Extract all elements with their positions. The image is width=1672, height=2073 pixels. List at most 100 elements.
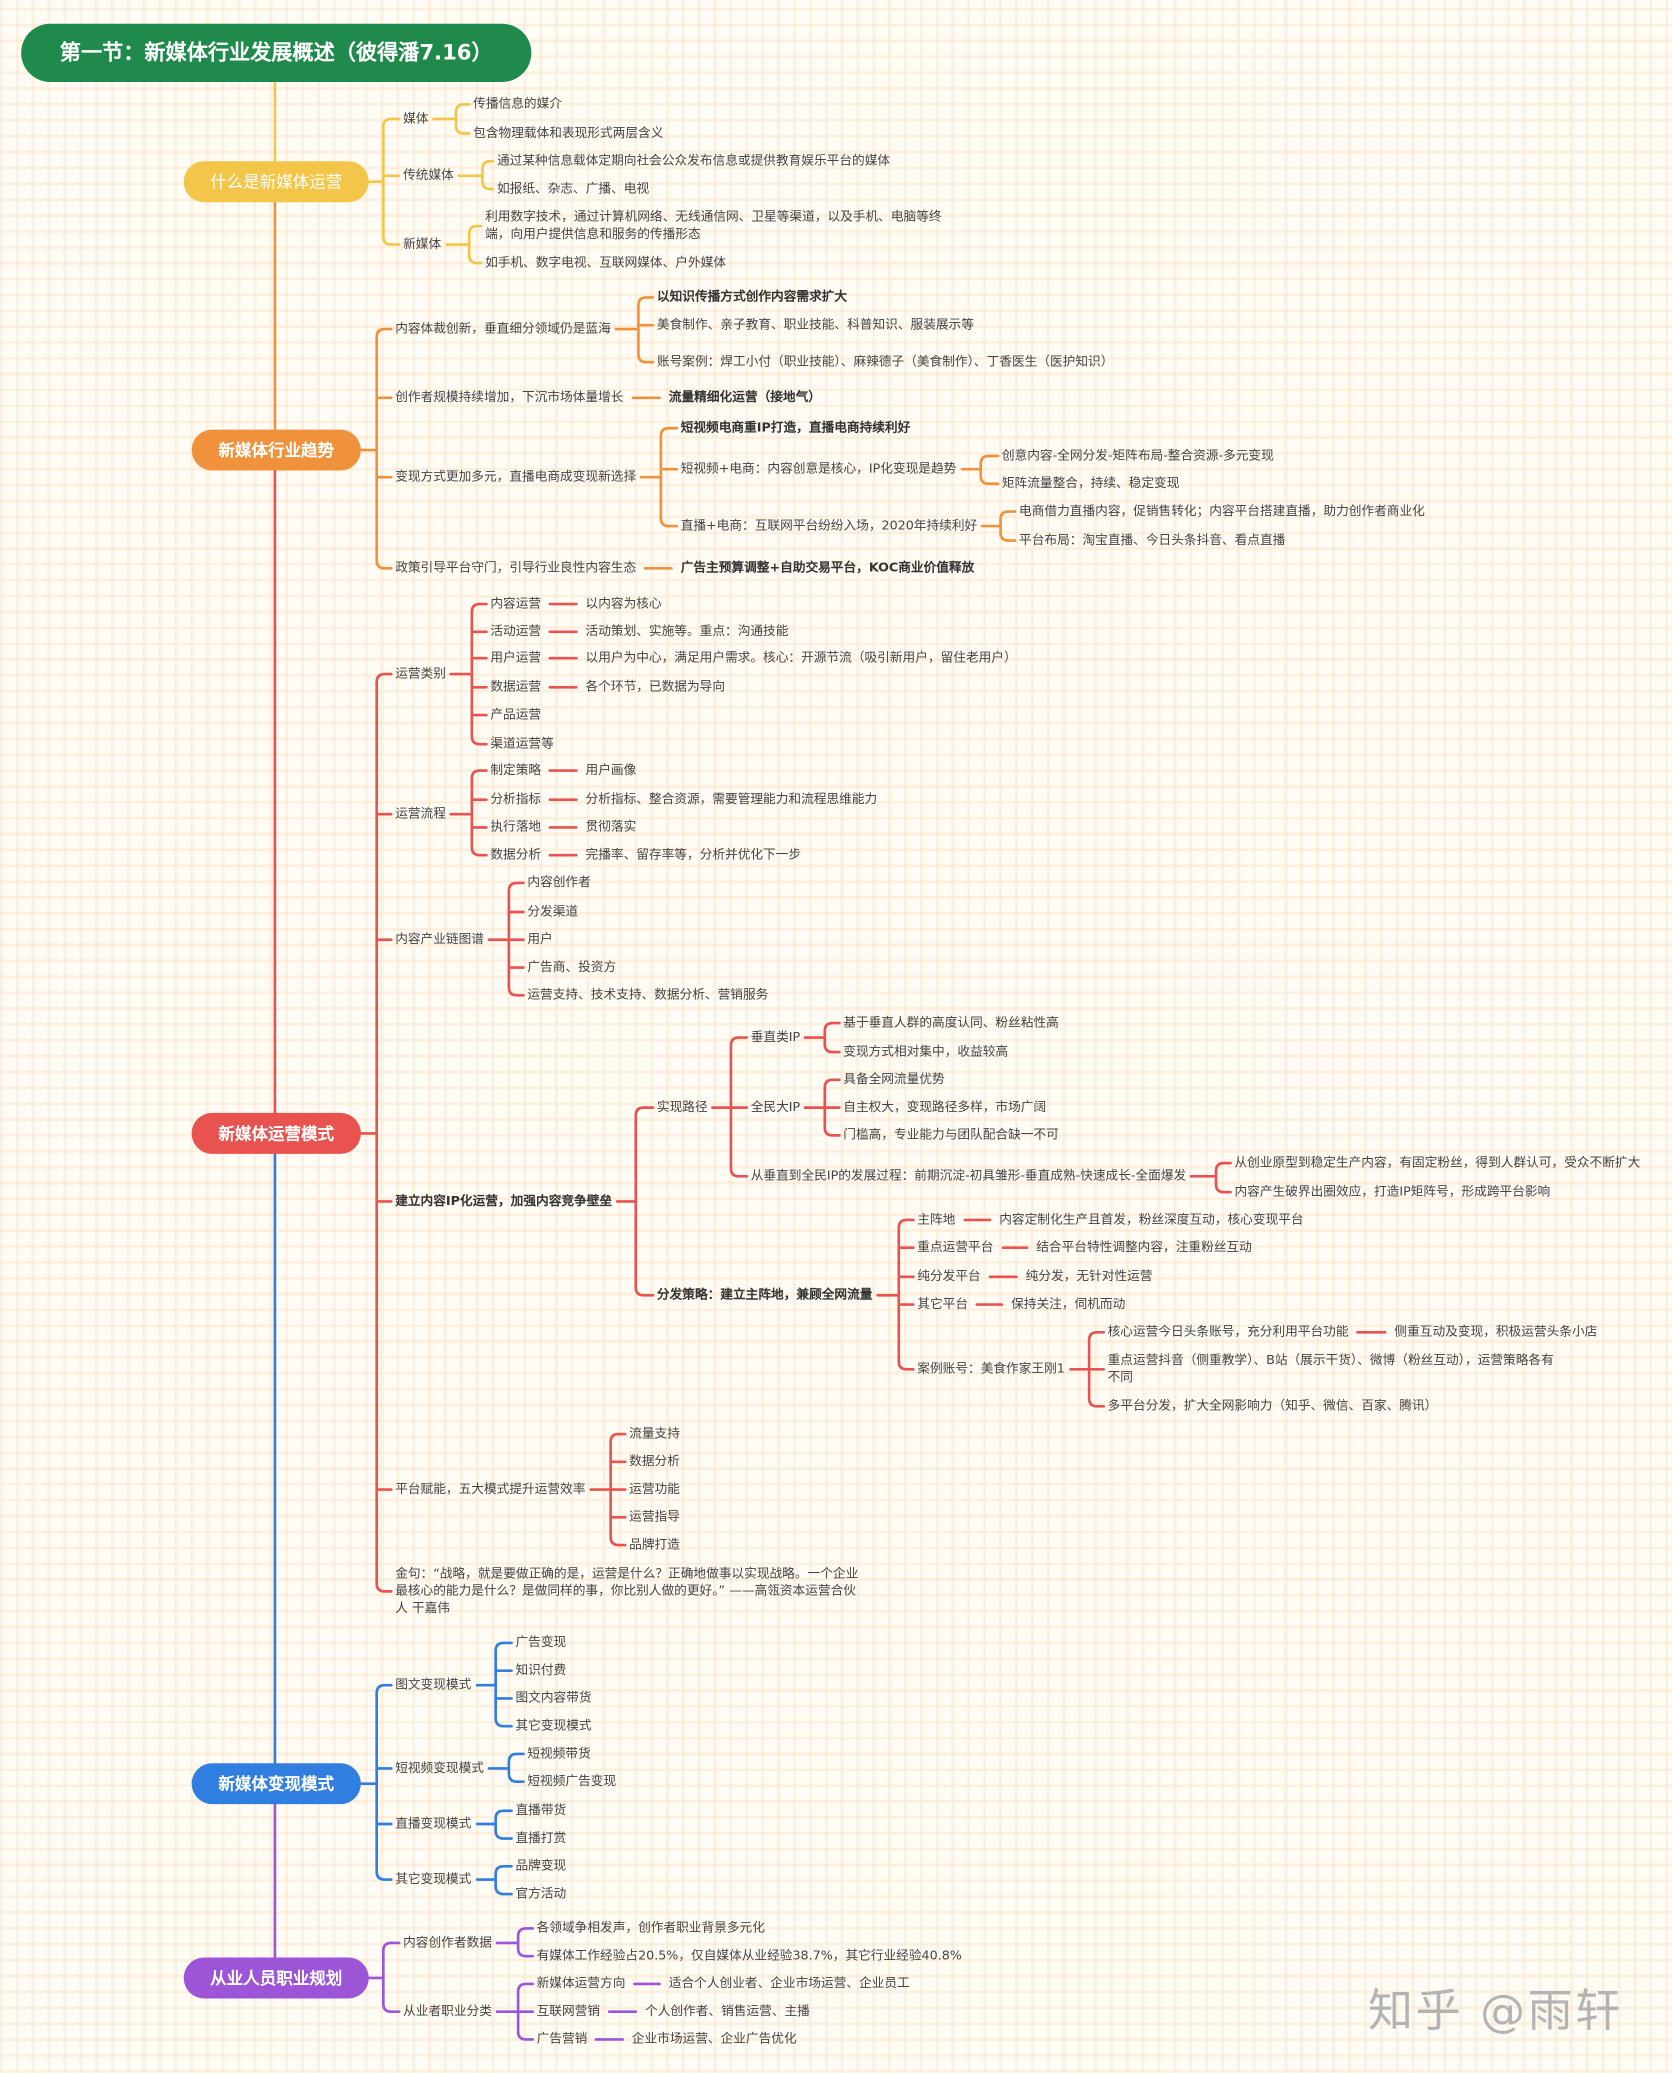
mindmap-node[interactable]: 政策引导平台守门，引导行业良性内容生态 bbox=[395, 561, 637, 576]
mindmap-node[interactable]: 运营流程 bbox=[395, 806, 446, 822]
section-industry-trends[interactable]: 新媒体行业趋势 bbox=[191, 429, 361, 471]
mindmap-node[interactable]: 从业者职业分类 bbox=[403, 2004, 492, 2019]
mindmap-node[interactable]: 创意内容-全网分发-矩阵布局-整合资源-多元变现 bbox=[1001, 448, 1274, 464]
mindmap-node[interactable]: 分发渠道 bbox=[527, 904, 579, 920]
mindmap-node[interactable]: 短视频+电商：内容创意是核心，IP化变现是趋势 bbox=[680, 461, 957, 477]
mindmap-node[interactable]: 官方活动 bbox=[515, 1886, 567, 1902]
mindmap-node[interactable]: 新媒体运营方向 bbox=[536, 1976, 626, 1992]
mindmap-node[interactable]: 其它变现模式 bbox=[395, 1872, 472, 1887]
root-title-node[interactable]: 第一节：新媒体行业发展概述（彼得潘7.16） bbox=[21, 23, 532, 82]
mindmap-node[interactable]: 品牌打造 bbox=[629, 1537, 680, 1553]
mindmap-node[interactable]: 美食制作、亲子教育、职业技能、科普知识、服装展示等 bbox=[656, 317, 974, 333]
mindmap-node[interactable]: 基于垂直人群的高度认同、粉丝粘性高 bbox=[843, 1015, 1059, 1031]
mindmap-node[interactable]: 具备全网流量优势 bbox=[843, 1072, 945, 1088]
mindmap-node[interactable]: 活动运营 bbox=[490, 624, 542, 640]
section-operation-modes[interactable]: 新媒体运营模式 bbox=[191, 1112, 361, 1154]
mindmap-node-detail[interactable]: 纯分发，无针对性运营 bbox=[1025, 1269, 1153, 1285]
mindmap-node[interactable]: 包含物理载体和表现形式两层含义 bbox=[473, 126, 664, 141]
mindmap-node[interactable]: 通过某种信息载体定期向社会公众发布信息或提供教育娱乐平台的媒体 bbox=[496, 153, 891, 169]
mindmap-node[interactable]: 用户 bbox=[527, 932, 553, 948]
section-career-planning[interactable]: 从业人员职业规划 bbox=[183, 1957, 369, 1999]
mindmap-node[interactable]: 自主权大，变现路径多样，市场广阔 bbox=[843, 1100, 1047, 1115]
mindmap-node[interactable]: 新媒体 bbox=[403, 237, 442, 252]
mindmap-node[interactable]: 重点运营抖音（侧重教学）、B站（展示干货）、微博（粉丝互动），运营策略各有不同 bbox=[1107, 1353, 1554, 1386]
mindmap-node[interactable]: 内容产生破界出圈效应，打造IP矩阵号，形成跨平台影响 bbox=[1234, 1184, 1551, 1200]
mindmap-node[interactable]: 从创业原型到稳定生产内容，有固定粉丝，得到人群认可，受众不断扩大 bbox=[1234, 1155, 1641, 1171]
mindmap-node[interactable]: 运营支持、技术支持、数据分析、营销服务 bbox=[527, 988, 769, 1003]
mindmap-node[interactable]: 图文内容带货 bbox=[515, 1691, 592, 1706]
mindmap-node[interactable]: 运营类别 bbox=[395, 666, 446, 682]
mindmap-node[interactable]: 利用数字技术，通过计算机网络、无线通信网、卫星等渠道，以及手机、电脑等终端，向用… bbox=[485, 210, 942, 242]
mindmap-node[interactable]: 纯分发平台 bbox=[917, 1269, 981, 1285]
mindmap-node[interactable]: 短视频带货 bbox=[527, 1746, 591, 1762]
mindmap-node-detail[interactable]: 流量精细化运营（接地气） bbox=[668, 390, 821, 406]
mindmap-node[interactable]: 从垂直到全民IP的发展过程：前期沉淀-初具雏形-垂直成熟-快速成长-全面爆发 bbox=[750, 1169, 1187, 1184]
mindmap-node[interactable]: 多平台分发，扩大全网影响力（知乎、微信、百家、腾讯） bbox=[1107, 1399, 1438, 1414]
mindmap-node[interactable]: 数据分析 bbox=[629, 1454, 680, 1470]
mindmap-node[interactable]: 制定策略 bbox=[490, 763, 542, 778]
mindmap-node[interactable]: 图文变现模式 bbox=[395, 1677, 472, 1693]
mindmap-node-detail[interactable]: 各个环节，已数据为导向 bbox=[585, 680, 726, 695]
mindmap-node[interactable]: 运营指导 bbox=[629, 1510, 680, 1525]
mindmap-node[interactable]: 全民大IP bbox=[750, 1100, 801, 1115]
mindmap-node-detail[interactable]: 保持关注，伺机而动 bbox=[1011, 1297, 1126, 1312]
mindmap-node[interactable]: 媒体 bbox=[403, 111, 429, 127]
mindmap-node[interactable]: 建立内容IP化运营，加强内容竞争壁垒 bbox=[395, 1194, 613, 1209]
mindmap-node[interactable]: 平台赋能，五大模式提升运营效率 bbox=[395, 1482, 586, 1497]
mindmap-node-detail[interactable]: 广告主预算调整+自助交易平台，KOC商业价值释放 bbox=[680, 561, 975, 576]
mindmap-node[interactable]: 短视频电商重IP打造，直播电商持续利好 bbox=[680, 420, 911, 436]
mindmap-node-detail[interactable]: 用户画像 bbox=[585, 763, 637, 778]
mindmap-node[interactable]: 账号案例：焊工小付（职业技能）、麻辣德子（美食制作）、丁香医生（医护知识） bbox=[656, 354, 1114, 370]
mindmap-node[interactable]: 内容产业链图谱 bbox=[395, 932, 484, 948]
mindmap-node[interactable]: 传统媒体 bbox=[403, 168, 454, 184]
mindmap-node[interactable]: 核心运营今日头条账号，充分利用平台功能 bbox=[1107, 1325, 1349, 1340]
mindmap-node[interactable]: 金句：“战略，就是要做正确的是，运营是什么？正确地做事以实现战略。一个企业最核心… bbox=[395, 1566, 859, 1616]
mindmap-node[interactable]: 分析指标 bbox=[490, 792, 542, 807]
mindmap-node[interactable]: 直播打赏 bbox=[515, 1831, 567, 1846]
mindmap-node-detail[interactable]: 贯彻落实 bbox=[585, 820, 637, 835]
mindmap-node[interactable]: 知识付费 bbox=[515, 1663, 567, 1678]
mindmap-node[interactable]: 平台布局：淘宝直播、今日头条抖音、看点直播 bbox=[1019, 533, 1286, 548]
section-what-is-new-media-ops[interactable]: 什么是新媒体运营 bbox=[183, 161, 369, 203]
mindmap-node[interactable]: 传播信息的媒介 bbox=[473, 97, 562, 112]
mindmap-node[interactable]: 内容创作者数据 bbox=[403, 1935, 492, 1951]
mindmap-node[interactable]: 变现方式更加多元，直播电商成变现新选择 bbox=[395, 469, 637, 485]
section-monetization-modes[interactable]: 新媒体变现模式 bbox=[191, 1763, 361, 1805]
mindmap-node-detail[interactable]: 个人创作者、销售运营、主播 bbox=[645, 2004, 810, 2019]
mindmap-node[interactable]: 广告变现 bbox=[515, 1635, 567, 1651]
mindmap-node[interactable]: 直播变现模式 bbox=[395, 1816, 472, 1832]
mindmap-node[interactable]: 用户运营 bbox=[490, 650, 542, 666]
mindmap-node[interactable]: 重点运营平台 bbox=[917, 1240, 994, 1255]
mindmap-node[interactable]: 其它变现模式 bbox=[515, 1718, 592, 1734]
mindmap-node-detail[interactable]: 适合个人创业者、企业市场运营、企业员工 bbox=[668, 1976, 910, 1992]
mindmap-node[interactable]: 矩阵流量整合，持续、稳定变现 bbox=[1001, 476, 1180, 492]
mindmap-node[interactable]: 内容体裁创新，垂直细分领域仍是蓝海 bbox=[395, 321, 611, 337]
mindmap-node[interactable]: 垂直类IP bbox=[750, 1030, 801, 1045]
mindmap-node[interactable]: 案例账号：美食作家王刚1 bbox=[917, 1362, 1065, 1377]
mindmap-node[interactable]: 短视频变现模式 bbox=[395, 1761, 484, 1776]
mindmap-node[interactable]: 互联网营销 bbox=[536, 2004, 601, 2019]
mindmap-node[interactable]: 如报纸、杂志、广播、电视 bbox=[496, 181, 650, 197]
mindmap-node[interactable]: 以知识传播方式创作内容需求扩大 bbox=[656, 290, 848, 305]
mindmap-node[interactable]: 直播带货 bbox=[515, 1803, 567, 1819]
mindmap-node-detail[interactable]: 结合平台特性调整内容，注重粉丝互动 bbox=[1036, 1240, 1252, 1255]
mindmap-node[interactable]: 内容运营 bbox=[490, 596, 542, 612]
mindmap-node[interactable]: 其它平台 bbox=[917, 1297, 969, 1312]
mindmap-node[interactable]: 有媒体工作经验占20.5%，仅自媒体从业经验38.7%，其它行业经验40.8% bbox=[536, 1948, 962, 1964]
mindmap-node-detail[interactable]: 完播率、留存率等，分析并优化下一步 bbox=[585, 847, 802, 863]
mindmap-node-detail[interactable]: 以用户为中心，满足用户需求。核心：开源节流（吸引新用户，留住老用户） bbox=[585, 650, 1017, 666]
mindmap-node[interactable]: 内容创作者 bbox=[527, 875, 591, 891]
mindmap-node[interactable]: 门槛高，专业能力与团队配合缺一不可 bbox=[843, 1128, 1059, 1143]
mindmap-node[interactable]: 品牌变现 bbox=[515, 1859, 567, 1874]
mindmap-node[interactable]: 分发策略：建立主阵地，兼顾全网流量 bbox=[656, 1288, 873, 1303]
mindmap-node-detail[interactable]: 分析指标、整合资源，需要管理能力和流程思维能力 bbox=[585, 792, 878, 807]
mindmap-node[interactable]: 短视频广告变现 bbox=[527, 1774, 617, 1789]
mindmap-node[interactable]: 执行落地 bbox=[490, 820, 542, 835]
mindmap-node[interactable]: 渠道运营等 bbox=[490, 736, 554, 752]
mindmap-node[interactable]: 广告营销 bbox=[536, 2032, 588, 2047]
mindmap-node[interactable]: 变现方式相对集中，收益较高 bbox=[843, 1044, 1009, 1060]
mindmap-node-detail[interactable]: 侧重互动及变现，积极运营头条小店 bbox=[1394, 1325, 1598, 1340]
mindmap-node-detail[interactable]: 以内容为核心 bbox=[585, 596, 662, 612]
mindmap-node[interactable]: 创作者规模持续增加，下沉市场体量增长 bbox=[395, 390, 624, 406]
mindmap-node[interactable]: 运营功能 bbox=[629, 1482, 680, 1497]
